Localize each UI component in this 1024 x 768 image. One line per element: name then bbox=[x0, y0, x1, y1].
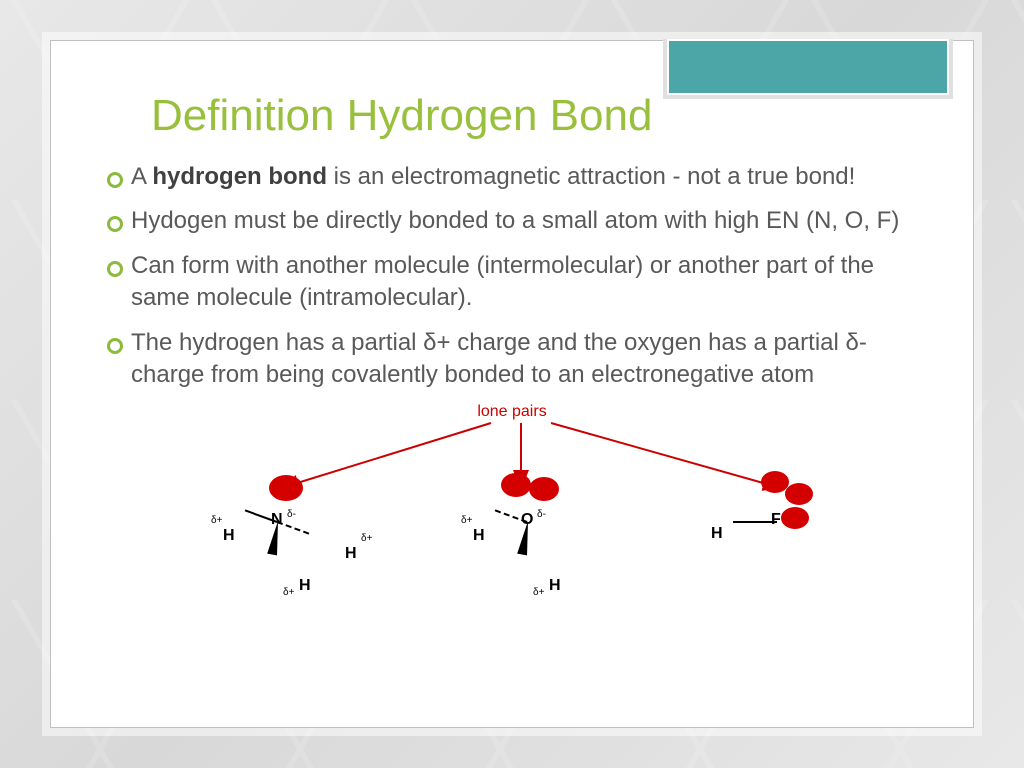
hydrogen-charge: δ+ bbox=[361, 533, 372, 544]
hydrogen-label: H bbox=[345, 545, 357, 563]
bullet-item: Hydogen must be directly bonded to a sma… bbox=[101, 205, 923, 237]
center-charge: δ- bbox=[287, 509, 296, 520]
lone-pair-blob bbox=[785, 483, 813, 505]
molecule-hydrogen-fluoride: FH bbox=[731, 483, 851, 603]
hydrogen-charge: δ+ bbox=[211, 515, 222, 526]
bullet-list: A hydrogen bond is an electromagnetic at… bbox=[101, 161, 923, 391]
hydrogen-charge: δ+ bbox=[283, 587, 294, 598]
accent-tab bbox=[663, 39, 953, 99]
lone-pair-blob bbox=[501, 473, 531, 497]
bullet-item: A hydrogen bond is an electromagnetic at… bbox=[101, 161, 923, 193]
bullet-bold: hydrogen bond bbox=[152, 163, 327, 190]
molecule-ammonia: Nδ-Hδ+Hδ+Hδ+ bbox=[231, 483, 351, 603]
hydrogen-label: H bbox=[299, 577, 311, 595]
lone-pair-blob bbox=[269, 475, 303, 501]
molecule-water: Oδ-Hδ+Hδ+ bbox=[481, 483, 601, 603]
slide-card: Definition Hydrogen Bond A hydrogen bond… bbox=[50, 40, 974, 728]
hydrogen-charge: δ+ bbox=[461, 515, 472, 526]
lone-pair-blob bbox=[529, 477, 559, 501]
hydrogen-label: H bbox=[473, 527, 485, 545]
lone-pairs-label: lone pairs bbox=[477, 403, 546, 421]
hydrogen-label: H bbox=[711, 525, 723, 543]
lone-pair-blob bbox=[781, 507, 809, 529]
hydrogen-label: H bbox=[549, 577, 561, 595]
molecule-diagram: lone pairs Nδ-Hδ+Hδ+Hδ+Oδ-Hδ+Hδ+FH bbox=[101, 403, 923, 613]
bullet-item: Can form with another molecule (intermol… bbox=[101, 250, 923, 315]
center-charge: δ- bbox=[537, 509, 546, 520]
hydrogen-label: H bbox=[223, 527, 235, 545]
bond-wedge bbox=[267, 520, 283, 555]
bullet-item: The hydrogen has a partial δ+ charge and… bbox=[101, 327, 923, 392]
bond-wedge bbox=[517, 520, 533, 555]
hydrogen-charge: δ+ bbox=[533, 587, 544, 598]
